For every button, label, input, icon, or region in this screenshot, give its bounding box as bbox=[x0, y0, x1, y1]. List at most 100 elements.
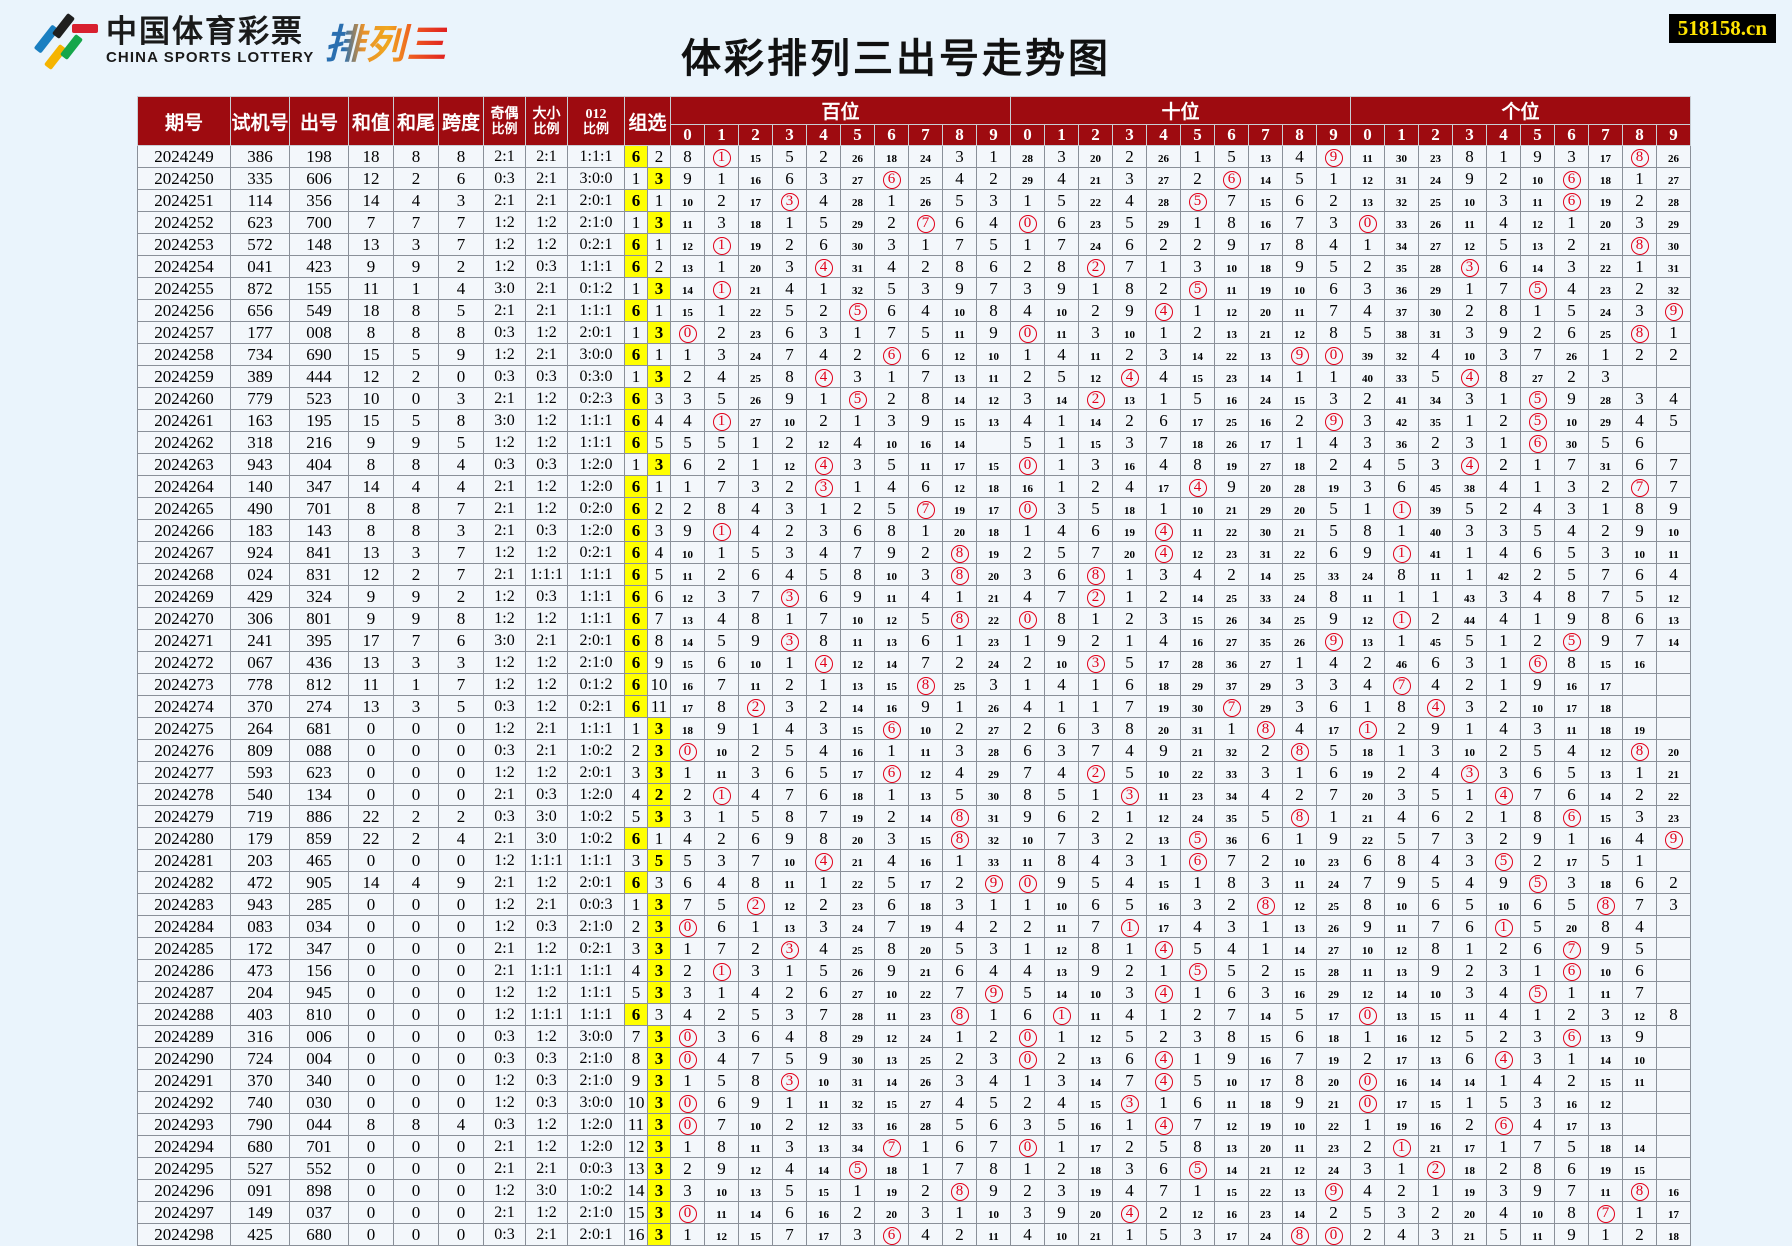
cell-tens-1: 9 bbox=[1044, 871, 1079, 894]
table-row[interactable]: 2024288 403 810 0 0 0 1:2 1:1:1 1:1:1 6 3 4 2 5 3 7 28 11… bbox=[137, 1003, 1691, 1026]
table-row[interactable]: 2024271 241 395 17 7 6 3:0 2:1 2:0:1 6 8 14 5 9 3 8 11 13… bbox=[137, 629, 1691, 652]
cell-ones-6: 7 bbox=[1554, 1179, 1589, 1202]
table-row[interactable]: 2024279 719 886 22 2 2 0:3 3:0 1:0:2 5 3 3 1 5 8 7 19 2 14… bbox=[137, 805, 1691, 828]
cell-tens-8: 6 bbox=[1282, 1025, 1317, 1048]
table-row[interactable]: 2024278 540 134 0 0 0 2:1 0:3 1:2:0 4 2 2 1 4 7 6 18 1 13 5… bbox=[137, 783, 1691, 806]
table-row[interactable]: 2024270 306 801 9 9 8 1:2 1:2 1:1:1 6 7 13 4 8 1 7 10 12 5… bbox=[137, 607, 1691, 630]
cell-hundreds-0: 9 bbox=[670, 519, 705, 542]
table-row[interactable]: 2024283 943 285 0 0 0 1:2 2:1 0:0:3 1 3 7 5 2 12 2 23 6 18… bbox=[137, 893, 1691, 916]
table-row[interactable]: 2024263 943 404 8 8 4 0:3 0:3 1:2:0 1 3 6 2 1 12 4 3 5 11 1… bbox=[137, 453, 1691, 476]
table-row[interactable]: 2024264 140 347 14 4 4 2:1 1:2 1:2:0 6 1 1 7 3 2 3 1 4 6 12… bbox=[137, 475, 1691, 498]
table-row[interactable]: 2024294 680 701 0 0 0 2:1 1:2 1:2:0 12 3 1 8 11 3 13 34 7… bbox=[137, 1135, 1691, 1158]
table-row[interactable]: 2024281 203 465 0 0 0 1:2 1:1:1 1:1:1 3 5 5 3 7 10 4 21 4… bbox=[137, 849, 1691, 872]
cell-ones-4: 1 bbox=[1486, 387, 1521, 410]
cell-hundreds-1: 3 bbox=[704, 343, 739, 366]
table-row[interactable]: 2024289 316 006 0 0 0 0:3 1:2 3:0:0 7 3 0 3 6 4 8 29 12 24… bbox=[137, 1025, 1691, 1048]
cell-ones-4: 4 bbox=[1486, 1003, 1521, 1026]
table-row[interactable]: 2024285 172 347 0 0 0 2:1 1:2 0:2:1 3 3 1 7 2 3 4 25 8 20 5… bbox=[137, 937, 1691, 960]
cell-tens-0: 1 bbox=[1010, 233, 1045, 256]
cell-ones-1: 1 bbox=[1384, 585, 1419, 608]
cell-ones-1: 10 bbox=[1384, 893, 1419, 916]
table-row[interactable]: 2024266 183 143 8 8 3 2:1 0:3 1:2:0 6 3 9 1 4 2 3 6 8 1 20 1… bbox=[137, 519, 1691, 542]
table-row[interactable]: 2024255 872 155 11 1 4 3:0 2:1 0:1:2 1 3 14 1 21 4 1 32 5… bbox=[137, 277, 1691, 300]
cell-ones-8: 1 bbox=[1622, 167, 1657, 190]
cell-draw-number: 801 bbox=[289, 607, 349, 630]
table-row[interactable]: 2024284 083 034 0 0 0 1:2 0:3 2:1:0 2 3 0 6 1 13 3 24 7 19… bbox=[137, 915, 1691, 938]
table-row[interactable]: 2024291 370 340 0 0 0 1:2 0:3 2:1:0 9 3 1 5 8 3 10 31 14 2… bbox=[137, 1069, 1691, 1092]
table-row[interactable]: 2024296 091 898 0 0 0 1:2 3:0 1:0:2 14 3 3 10 13 5 15 1 1… bbox=[137, 1179, 1691, 1202]
cell-tens-7: 16 bbox=[1248, 409, 1283, 432]
table-row[interactable]: 2024262 318 216 9 9 5 1:2 1:2 1:1:1 6 5 5 5 1 2 12 4 10 16… bbox=[137, 431, 1691, 454]
table-row[interactable]: 2024277 593 623 0 0 0 1:2 1:2 2:0:1 3 3 1 11 3 6 5 17 6 12… bbox=[137, 761, 1691, 784]
cell-group-1: 16 bbox=[624, 1223, 648, 1246]
table-row[interactable]: 2024287 204 945 0 0 0 1:2 1:2 1:1:1 5 3 3 1 4 2 6 27 10 22… bbox=[137, 981, 1691, 1004]
table-row[interactable]: 2024249 386 198 18 8 8 2:1 2:1 1:1:1 6 2 8 1 15 5 2 26 18… bbox=[137, 145, 1691, 168]
miss-count: 16 bbox=[1090, 1120, 1101, 1133]
miss-count: 2 bbox=[853, 344, 862, 364]
cell-tens-3: 3 bbox=[1112, 849, 1147, 872]
table-row[interactable]: 2024272 067 436 13 3 3 1:2 1:2 2:1:0 6 9 15 6 10 1 4 12 1… bbox=[137, 651, 1691, 674]
cell-sum: 13 bbox=[348, 695, 394, 718]
miss-count: 9 bbox=[1635, 520, 1644, 540]
table-row[interactable]: 2024275 264 681 0 0 0 1:2 2:1 1:1:1 1 3 18 9 1 4 3 15 6 10… bbox=[137, 717, 1691, 740]
cell-hundreds-6: 15 bbox=[874, 1091, 909, 1114]
cell-test-number: 306 bbox=[230, 607, 290, 630]
cell-ones-2: 4 bbox=[1418, 849, 1453, 872]
table-row[interactable]: 2024290 724 004 0 0 0 0:3 0:3 2:1:0 8 3 0 4 7 5 9 30 13 25… bbox=[137, 1047, 1691, 1070]
miss-count: 2 bbox=[1023, 1092, 1032, 1112]
table-row[interactable]: 2024269 429 324 9 9 2 1:2 0:3 1:1:1 6 6 12 3 7 3 6 9 11 4 1… bbox=[137, 585, 1691, 608]
table-row[interactable]: 2024276 809 088 0 0 0 0:3 2:1 1:0:2 2 3 0 10 2 5 4 16 1 11… bbox=[137, 739, 1691, 762]
table-row[interactable]: 2024280 179 859 22 2 4 2:1 3:0 1:0:2 6 1 4 2 6 9 8 20 3 15… bbox=[137, 827, 1691, 850]
miss-count: 4 bbox=[1057, 762, 1066, 782]
cell-hundreds-2: 10 bbox=[738, 1113, 773, 1136]
cell-period: 2024293 bbox=[137, 1113, 231, 1136]
table-row[interactable]: 2024257 177 008 8 8 8 0:3 1:2 2:0:1 1 3 0 2 23 6 3 1 7 5 11… bbox=[137, 321, 1691, 344]
cell-ones-7: 16 bbox=[1588, 827, 1623, 850]
miss-count: 24 bbox=[1260, 394, 1271, 407]
cell-012-ratio: 1:2:0 bbox=[567, 519, 625, 542]
table-row[interactable]: 2024254 041 423 9 9 2 1:2 0:3 1:1:1 6 2 13 1 20 3 4 31 4 2… bbox=[137, 255, 1691, 278]
table-row[interactable]: 2024273 778 812 11 1 7 1:2 1:2 0:1:2 6 10 16 7 11 2 1 13… bbox=[137, 673, 1691, 696]
table-row[interactable]: 2024295 527 552 0 0 0 2:1 2:1 0:0:3 13 3 2 9 12 4 14 5 18… bbox=[137, 1157, 1691, 1180]
table-row[interactable]: 2024253 572 148 13 3 7 1:2 1:2 0:2:1 6 1 12 1 19 2 6 30 3… bbox=[137, 233, 1691, 256]
table-row[interactable]: 2024268 024 831 12 2 7 2:1 1:1:1 1:1:1 6 5 11 2 6 4 5 8 1… bbox=[137, 563, 1691, 586]
miss-count: 2 bbox=[955, 872, 964, 892]
cell-sum-tail: 0 bbox=[393, 387, 439, 410]
table-row[interactable]: 2024261 163 195 15 5 8 3:0 1:2 1:1:1 6 4 4 1 27 10 2 1 3 9… bbox=[137, 409, 1691, 432]
cell-tens-8: 7 bbox=[1282, 1047, 1317, 1070]
table-row[interactable]: 2024252 623 700 7 7 7 1:2 1:2 2:1:0 1 3 11 3 18 1 5 29 2 7… bbox=[137, 211, 1691, 234]
table-row[interactable]: 2024297 149 037 0 0 0 2:1 1:2 2:1:0 15 3 0 11 14 6 16 2 2… bbox=[137, 1201, 1691, 1224]
miss-count: 15 bbox=[1192, 614, 1203, 627]
table-row[interactable]: 2024274 370 274 13 3 5 0:3 1:2 0:2:1 6 11 17 8 2 3 2 14 1… bbox=[137, 695, 1691, 718]
cell-ones-0: 1 bbox=[1350, 497, 1385, 520]
cell-hundreds-4: 6 bbox=[806, 981, 841, 1004]
miss-count: 26 bbox=[1226, 438, 1237, 451]
miss-count: 10 bbox=[988, 1208, 999, 1221]
cell-tens-1: 10 bbox=[1044, 893, 1079, 916]
table-row[interactable]: 2024258 734 690 15 5 9 1:2 2:1 3:0:0 6 1 1 3 24 7 4 2 6 6 1… bbox=[137, 343, 1691, 366]
table-row[interactable]: 2024293 790 044 8 8 4 0:3 1:2 1:2:0 11 3 0 7 10 2 12 33 1… bbox=[137, 1113, 1691, 1136]
table-row[interactable]: 2024250 335 606 12 2 6 0:3 2:1 3:0:0 1 3 9 1 16 6 3 27 6 2… bbox=[137, 167, 1691, 190]
table-row[interactable]: 2024298 425 680 0 0 0 0:3 2:1 2:0:1 16 3 1 12 15 7 17 3 6… bbox=[137, 1223, 1691, 1246]
table-row[interactable]: 2024259 389 444 12 2 0 0:3 0:3 0:3:0 1 3 2 4 25 8 4 3 1 7 1… bbox=[137, 365, 1691, 388]
table-row[interactable]: 2024251 114 356 14 4 3 2:1 2:1 2:0:1 6 1 10 2 17 3 4 28 1… bbox=[137, 189, 1691, 212]
cell-ones-8: 1 bbox=[1622, 849, 1657, 872]
cell-hundreds-4: 5 bbox=[806, 959, 841, 982]
table-row[interactable]: 2024256 656 549 18 8 5 2:1 2:1 1:1:1 6 1 15 1 22 5 2 5 6 4… bbox=[137, 299, 1691, 322]
cell-group-1: 6 bbox=[624, 607, 648, 630]
cell-tens-9: 6 bbox=[1316, 541, 1351, 564]
cell-tens-6: 37 bbox=[1214, 673, 1249, 696]
table-row[interactable]: 2024286 473 156 0 0 0 2:1 1:1:1 1:1:1 4 3 2 1 3 1 5 26 9 2… bbox=[137, 959, 1691, 982]
table-row[interactable]: 2024260 779 523 10 0 3 2:1 1:2 0:2:3 6 3 3 5 26 9 1 5 2 8 1… bbox=[137, 387, 1691, 410]
cell-sum-tail: 9 bbox=[393, 255, 439, 278]
cell-ones-7: 14 bbox=[1588, 783, 1623, 806]
cell-ones-4: 2 bbox=[1486, 695, 1521, 718]
miss-count: 33 bbox=[1396, 372, 1407, 385]
miss-count: 9 bbox=[1533, 1180, 1542, 1200]
table-row[interactable]: 2024292 740 030 0 0 0 1:2 0:3 3:0:0 10 3 0 6 9 1 11 32 15… bbox=[137, 1091, 1691, 1114]
table-row[interactable]: 2024282 472 905 14 4 9 2:1 1:2 2:0:1 6 3 6 4 8 11 1 22 5 1… bbox=[137, 871, 1691, 894]
table-row[interactable]: 2024265 490 701 8 8 7 2:1 1:2 0:2:0 6 2 2 8 4 3 1 2 5 7 19 1… bbox=[137, 497, 1691, 520]
table-row[interactable]: 2024267 924 841 13 3 7 1:2 1:2 0:2:1 6 4 10 1 5 3 4 7 9 2 8… bbox=[137, 541, 1691, 564]
cell-span: 2 bbox=[438, 255, 484, 278]
cell-ones-7: 15 bbox=[1588, 805, 1623, 828]
